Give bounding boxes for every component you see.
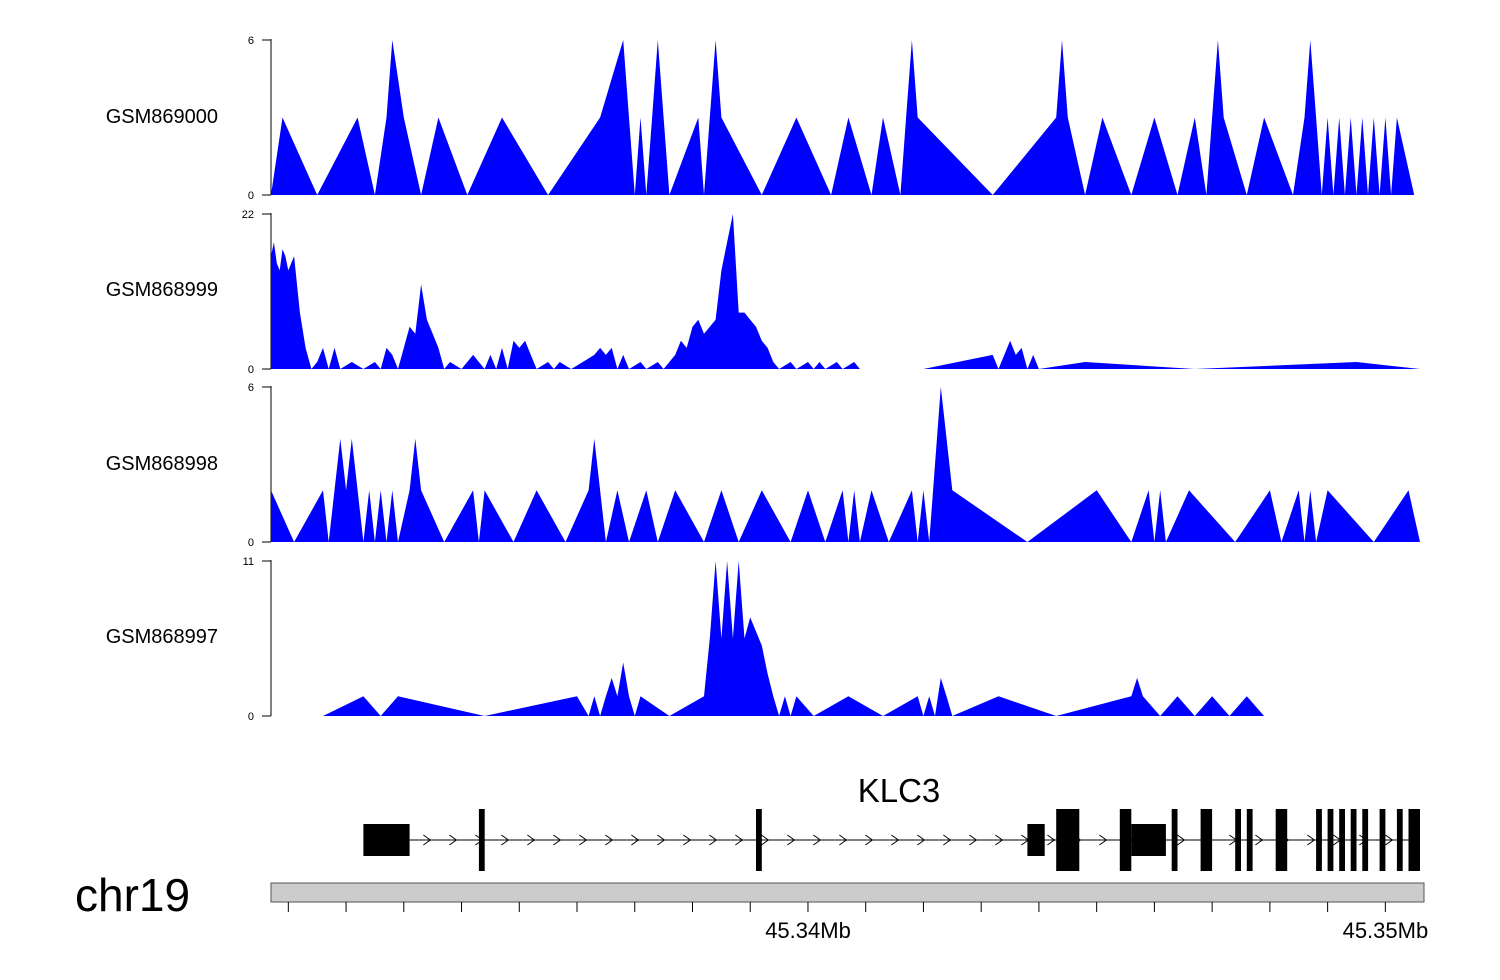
strand-arrow	[761, 834, 770, 846]
strand-arrow	[631, 834, 640, 846]
strand-arrow	[579, 834, 588, 846]
utr-exon	[1131, 824, 1166, 856]
strand-arrow	[787, 834, 796, 846]
strand-arrow	[423, 834, 432, 846]
y-tick-label-max-gsm869000: 6	[248, 35, 254, 47]
coding-exon	[1275, 809, 1288, 871]
signal-area-gsm868998	[271, 387, 1420, 542]
coding-exon	[1235, 809, 1241, 871]
strand-arrow	[657, 834, 666, 846]
strand-arrow	[605, 834, 614, 846]
coding-exon	[1056, 809, 1080, 871]
strand-arrow	[1099, 834, 1108, 846]
strand-arrow	[683, 834, 692, 846]
position-label-45-35mb: 45.35Mb	[1343, 918, 1429, 943]
coding-exon	[1379, 809, 1386, 871]
utr-exon	[363, 824, 410, 856]
strand-arrow	[501, 834, 510, 846]
strand-arrow	[969, 834, 978, 846]
strand-arrow	[553, 834, 562, 846]
strand-arrow	[839, 834, 848, 846]
strand-arrow	[1177, 834, 1186, 846]
strand-arrow	[735, 834, 744, 846]
y-tick-label-max-gsm868997: 11	[243, 556, 254, 568]
position-label-45-34mb: 45.34Mb	[765, 918, 851, 943]
y-tick-label-min-gsm868997: 0	[248, 711, 254, 723]
coding-exon	[1119, 809, 1132, 871]
signal-area-gsm868999	[271, 214, 1420, 369]
exon-blocks	[363, 809, 1420, 871]
signal-area-gsm868997	[323, 561, 1265, 716]
chromosome-ideogram-bar	[270, 882, 1425, 903]
strand-arrow	[709, 834, 718, 846]
coding-exon	[1408, 809, 1420, 871]
coding-exon	[1171, 809, 1178, 871]
y-tick-label-min-gsm869000: 0	[248, 190, 254, 202]
y-tick-label-min-gsm868998: 0	[248, 537, 254, 549]
coding-exon	[1350, 809, 1357, 871]
coding-exon	[756, 809, 762, 871]
track-gsm868999: GSM868999 22 0	[106, 209, 1420, 376]
gene-track-klc3: KLC3	[363, 772, 1420, 871]
track-gsm868998: GSM868998 6 0	[106, 382, 1420, 549]
utr-exon	[1027, 824, 1045, 856]
strand-arrow	[995, 834, 1004, 846]
strand-arrow	[1307, 834, 1316, 846]
coding-exon	[1246, 809, 1253, 871]
strand-arrow	[943, 834, 952, 846]
signal-area-gsm869000	[271, 40, 1415, 195]
track-gsm869000: GSM869000 6 0	[106, 35, 1415, 202]
coding-exon	[1339, 809, 1345, 871]
gene-name-label: KLC3	[858, 772, 941, 809]
chromosome-label: chr19	[75, 869, 190, 921]
coding-exon	[1396, 809, 1403, 871]
axis-ticks	[287, 902, 1386, 912]
track-label-gsm869000: GSM869000	[106, 106, 218, 128]
track-label-gsm868998: GSM868998	[106, 453, 218, 475]
coding-exon	[478, 809, 485, 871]
strand-arrow	[917, 834, 926, 846]
track-label-gsm868997: GSM868997	[106, 626, 218, 648]
coding-exon	[1362, 809, 1369, 871]
coding-exon	[1316, 809, 1322, 871]
strand-arrow	[865, 834, 874, 846]
strand-arrow	[449, 834, 458, 846]
strand-arrow	[1047, 834, 1056, 846]
y-tick-label-max-gsm868999: 22	[242, 209, 254, 221]
coding-exon	[1200, 809, 1213, 871]
y-tick-label-min-gsm868999: 0	[248, 364, 254, 376]
track-label-gsm868999: GSM868999	[106, 279, 218, 301]
genome-axis: chr19 45.34Mb 45.35Mb	[75, 869, 1428, 943]
strand-arrow	[527, 834, 536, 846]
strand-arrow	[813, 834, 822, 846]
strand-arrow	[1255, 834, 1264, 846]
y-tick-label-max-gsm868998: 6	[248, 382, 254, 394]
strand-arrow	[1385, 834, 1394, 846]
track-gsm868997: GSM868997 11 0	[106, 556, 1265, 723]
strand-arrow	[891, 834, 900, 846]
coding-exon	[1327, 809, 1334, 871]
